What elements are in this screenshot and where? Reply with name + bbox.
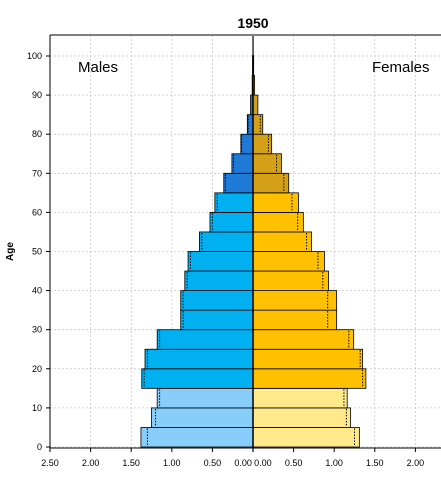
female-bar-45-49 — [252, 251, 325, 272]
female-bar-15-19 — [252, 368, 367, 389]
y-tick-label: 20 — [32, 364, 42, 374]
bar-layer — [140, 36, 367, 448]
male-bar-35-39 — [180, 290, 254, 311]
y-tick-label: 50 — [32, 247, 42, 257]
y-tick-label: 90 — [32, 90, 42, 100]
male-bar-55-59 — [209, 211, 254, 233]
y-tick-label: 100 — [27, 51, 42, 61]
female-bar-20-24 — [252, 348, 364, 370]
female-bar-35-39 — [252, 290, 338, 311]
female-bar-5-9 — [252, 407, 351, 428]
x-tick-label: 0.00 — [254, 458, 272, 468]
male-bar-0-4 — [140, 427, 254, 448]
female-bar-80-84 — [252, 114, 264, 135]
y-tick-label: 0 — [37, 442, 42, 452]
female-bar-70-74 — [252, 153, 282, 174]
x-tick-label: 2.00 — [407, 458, 425, 468]
female-bar-25-29 — [252, 329, 355, 350]
y-tick-label: 60 — [32, 207, 42, 217]
female-bar-30-34 — [252, 309, 338, 331]
male-bar-40-44 — [184, 270, 254, 291]
y-tick-label: 40 — [32, 286, 42, 296]
x-tick-label: 0.50 — [204, 458, 222, 468]
male-bar-70-74 — [231, 153, 254, 174]
males-label: Males — [78, 59, 118, 76]
chart-title: 1950 — [237, 15, 268, 31]
female-bar-0-4 — [252, 427, 360, 448]
y-tick-label: 10 — [32, 403, 42, 413]
x-tick-label: 2.00 — [82, 458, 100, 468]
axis-layer: 0 10 20 30 40 50 60 70 80 90 100 2.50 2.00 1.50 1.00 0.… — [27, 34, 441, 468]
male-bar-45-49 — [187, 251, 254, 272]
male-bar-15-19 — [141, 368, 254, 389]
y-tick-label: 70 — [32, 168, 42, 178]
male-bar-65-69 — [223, 172, 254, 194]
x-tick-label: 1.50 — [122, 458, 140, 468]
y-tick-label: 80 — [32, 129, 42, 139]
x-tick-label: 1.50 — [366, 458, 384, 468]
female-bar-50-54 — [252, 231, 312, 252]
y-tick-label: 30 — [32, 325, 42, 335]
male-bar-75-79 — [240, 133, 254, 155]
x-tick-label: 0.00 — [234, 458, 252, 468]
female-bar-10-14 — [252, 387, 348, 409]
x-tick-label: 0.50 — [285, 458, 303, 468]
male-bar-30-34 — [180, 309, 254, 331]
male-bar-20-24 — [144, 348, 254, 370]
x-tick-label: 2.50 — [41, 458, 59, 468]
male-bar-50-54 — [199, 231, 254, 252]
male-bar-25-29 — [156, 329, 254, 350]
female-bar-40-44 — [252, 270, 329, 291]
x-tick-label: 1.00 — [163, 458, 181, 468]
male-bar-60-64 — [214, 192, 254, 213]
x-tick-label: 1.00 — [325, 458, 343, 468]
male-bar-5-9 — [151, 407, 254, 428]
y-axis-label: Age — [5, 242, 16, 261]
females-label: Females — [372, 59, 430, 76]
male-bar-10-14 — [156, 387, 254, 409]
female-bar-55-59 — [252, 211, 304, 233]
